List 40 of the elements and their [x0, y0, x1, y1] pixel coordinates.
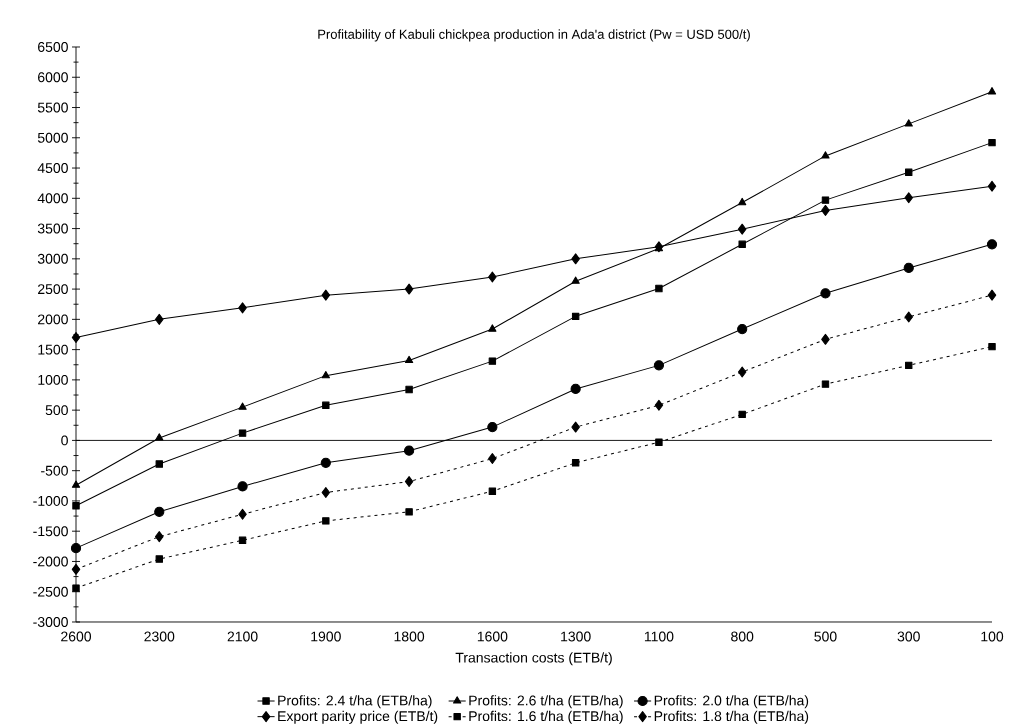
x-tick-label: 500	[814, 631, 837, 642]
x-axis-title: Transaction costs (ETB/t)	[455, 652, 612, 666]
x-tick-label: 1100	[644, 631, 674, 642]
x-tick-label: 2600	[61, 631, 92, 642]
y-tick-label: 3500	[37, 223, 68, 234]
y-tick-label: 2000	[38, 314, 68, 325]
y-tick-label: 4500	[37, 162, 68, 173]
y-tick-label: 6000	[38, 72, 68, 82]
y-tick-label: 3000	[37, 253, 68, 264]
y-tick-label: 1500	[38, 344, 68, 355]
y-tick-label: 6500	[38, 41, 68, 52]
x-tick-label: 1900	[311, 631, 341, 642]
y-tick-label: 500	[45, 404, 68, 415]
chart-title: Profitability of Kabuli chickpea production in Ada'a district (Pw = USD 500/t)	[318, 29, 750, 42]
y-tick-label: -3000	[33, 616, 68, 627]
legend-label: Profits: 2.6 t/ha (ETB/ha)	[469, 694, 623, 708]
legend-label: Profits: 1.8 t/ha (ETB/ha)	[654, 710, 809, 724]
y-tick-label: 2500	[38, 283, 68, 294]
y-tick-label: -2500	[33, 586, 68, 597]
legend-label: Profits: 2.4 t/ha (ETB/ha)	[278, 694, 432, 708]
y-tick-label: -2000	[33, 556, 68, 567]
x-tick-label: 2300	[144, 631, 175, 642]
x-tick-label: 2100	[227, 631, 258, 642]
y-tick-label: -1500	[33, 526, 68, 536]
y-tick-label: 1000	[38, 374, 68, 385]
x-tick-label: 1600	[477, 631, 508, 642]
legend-label: Profits: 1.6 t/ha (ETB/ha)	[469, 710, 623, 724]
y-tick-label: 5000	[37, 132, 68, 143]
x-tick-label: 800	[731, 631, 754, 642]
x-tick-label: 1800	[394, 631, 425, 642]
legend-label: Export parity price (ETB/t)	[278, 710, 438, 724]
legend-label: Profits: 2.0 t/ha (ETB/ha)	[654, 694, 809, 708]
x-tick-label: 100	[981, 631, 1004, 642]
x-tick-label: 1300	[561, 631, 591, 642]
y-tick-label: 5500	[37, 102, 68, 113]
y-tick-label: 4000	[37, 193, 68, 204]
y-tick-label: -500	[41, 465, 68, 476]
y-tick-label: 0	[61, 435, 68, 446]
y-tick-label: -1000	[33, 495, 68, 506]
x-tick-label: 300	[897, 631, 920, 642]
